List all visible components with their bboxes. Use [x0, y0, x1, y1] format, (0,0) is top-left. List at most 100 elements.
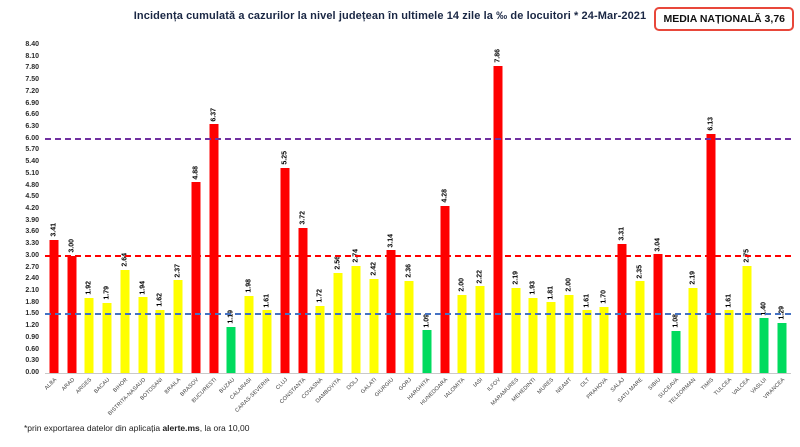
bar-slot: 1.40	[755, 45, 773, 373]
bar-arges	[84, 298, 94, 373]
bar-value-label: 1.79	[103, 286, 111, 301]
x-axis-label-calarasi: CALARASI	[229, 377, 254, 402]
bar-slot: 1.61	[258, 45, 276, 373]
bar-brasov	[191, 182, 201, 373]
plot-area: 0.00 0.30 0.60 0.90 1.20 1.50 1.80 2.10 2.40 2.70…	[25, 41, 791, 417]
threshold-line-1.50	[45, 313, 791, 316]
bar-slot: 2.56	[329, 45, 347, 373]
bar-bihor	[120, 269, 130, 373]
bar-value-label: 1.93	[529, 281, 537, 295]
bar-slot: 1.72	[311, 45, 329, 373]
bar-covasna	[315, 305, 325, 373]
bar-braila	[173, 280, 183, 373]
y-axis-tick-label: 7.80	[25, 64, 39, 72]
bar-value-label: 2.36	[405, 264, 413, 278]
bar-value-label: 2.37	[174, 263, 182, 278]
bar-value-label: 1.62	[156, 293, 164, 307]
bar-slot: 2.22	[471, 45, 489, 373]
bar-slot: 1.61	[578, 45, 596, 373]
bar-value-label: 2.00	[458, 278, 466, 292]
threshold-line-3.00	[45, 254, 791, 257]
y-axis-tick-label: 6.30	[25, 123, 39, 130]
bar-value-label: 1.08	[672, 314, 680, 328]
bar-ilfov	[493, 66, 503, 373]
bar-mehedinti	[528, 297, 538, 373]
bar-value-label: 2.56	[334, 256, 342, 271]
y-axis-tick-label: 5.10	[25, 169, 39, 177]
bar-slot: 2.74	[347, 45, 365, 373]
bar-teleorman	[688, 287, 698, 373]
bar-calarasi	[244, 295, 254, 373]
y-axis-tick-label: 3.60	[25, 228, 39, 236]
bar-vaslui	[759, 318, 769, 373]
bar-slot: 1.09	[418, 45, 436, 373]
y-axis-tick-label: 6.90	[25, 99, 39, 107]
bar-value-label: 1.70	[600, 290, 608, 304]
bar-slot: 2.42	[365, 45, 383, 373]
bar-slot: 3.04	[649, 45, 667, 373]
bar-bacau	[102, 303, 112, 373]
x-axis-label-vaslui: VASLUI	[750, 377, 769, 396]
bar-value-label: 2.19	[512, 270, 520, 285]
bar-value-label: 7.86	[494, 49, 502, 64]
bar-timis	[706, 133, 716, 373]
y-axis-tick-label: 0.90	[25, 333, 39, 341]
bar-value-label: 3.72	[299, 211, 307, 225]
bar-value-label: 2.00	[565, 278, 573, 292]
bar-slot: 3.31	[613, 45, 631, 373]
bar-buzau	[226, 326, 236, 373]
bar-value-label: 3.41	[50, 223, 58, 237]
y-axis-tick-label: 3.30	[25, 240, 39, 248]
bar-vrancea	[777, 322, 787, 373]
bar-slot: 3.14	[382, 45, 400, 373]
bar-alba	[49, 239, 59, 373]
bar-olt	[582, 310, 592, 373]
bar-slot: 1.92	[81, 45, 99, 373]
bar-slot: 1.81	[542, 45, 560, 373]
bar-value-label: 6.37	[210, 107, 218, 122]
bar-value-label: 1.81	[547, 285, 555, 300]
bar-giurgiu	[386, 250, 396, 373]
bar-value-label: 2.42	[370, 261, 378, 276]
bar-slot: 2.19	[507, 45, 525, 373]
bar-iasi	[475, 286, 485, 373]
bar-cluj	[280, 168, 290, 373]
bar-mures	[546, 302, 556, 373]
bar-slot: 2.00	[454, 45, 472, 373]
bar-slot: 1.70	[596, 45, 614, 373]
bar-slot: 2.19	[684, 45, 702, 373]
bar-caras-severin	[262, 310, 272, 373]
bar-value-label: 6.13	[707, 117, 715, 131]
bar-slot: 1.93	[525, 45, 543, 373]
y-axis-tick-label: 1.50	[25, 310, 39, 318]
y-axis-tick-label: 6.60	[25, 111, 39, 119]
bar-slot: 1.08	[667, 45, 685, 373]
y-axis-tick-label: 8.40	[25, 41, 39, 48]
bar-slot: 6.13	[702, 45, 720, 373]
bar-prahova	[599, 306, 609, 373]
bar-slot: 1.19	[223, 45, 241, 373]
y-axis-tick-label: 0.00	[25, 369, 39, 376]
bar-dolj	[351, 266, 361, 373]
bar-value-label: 4.28	[441, 189, 449, 203]
bar-value-label: 1.94	[139, 280, 147, 295]
bar-slot: 6.37	[205, 45, 223, 373]
footnote: *prin exportarea datelor din aplicația a…	[24, 423, 249, 433]
bar-value-label: 3.04	[654, 237, 662, 252]
bar-dambovita	[333, 273, 343, 373]
bar-slot: 1.62	[152, 45, 170, 373]
y-axis-tick-label: 4.80	[25, 181, 39, 189]
bar-constanta	[298, 227, 308, 373]
y-axis-tick-label: 0.30	[25, 357, 39, 365]
bar-maramures	[511, 287, 521, 373]
bar-ialomita	[457, 294, 467, 373]
y-axis-tick-label: 5.70	[25, 146, 39, 154]
x-axis-label-salaj: SALAJ	[609, 377, 627, 394]
y-axis-tick-label: 5.40	[25, 158, 39, 166]
bar-botosani	[155, 309, 165, 373]
y-axis-tick-label: 2.40	[25, 275, 39, 283]
bar-value-label: 1.61	[725, 293, 733, 308]
bar-value-label: 3.31	[618, 227, 626, 241]
bar-slot: 3.00	[63, 45, 81, 373]
